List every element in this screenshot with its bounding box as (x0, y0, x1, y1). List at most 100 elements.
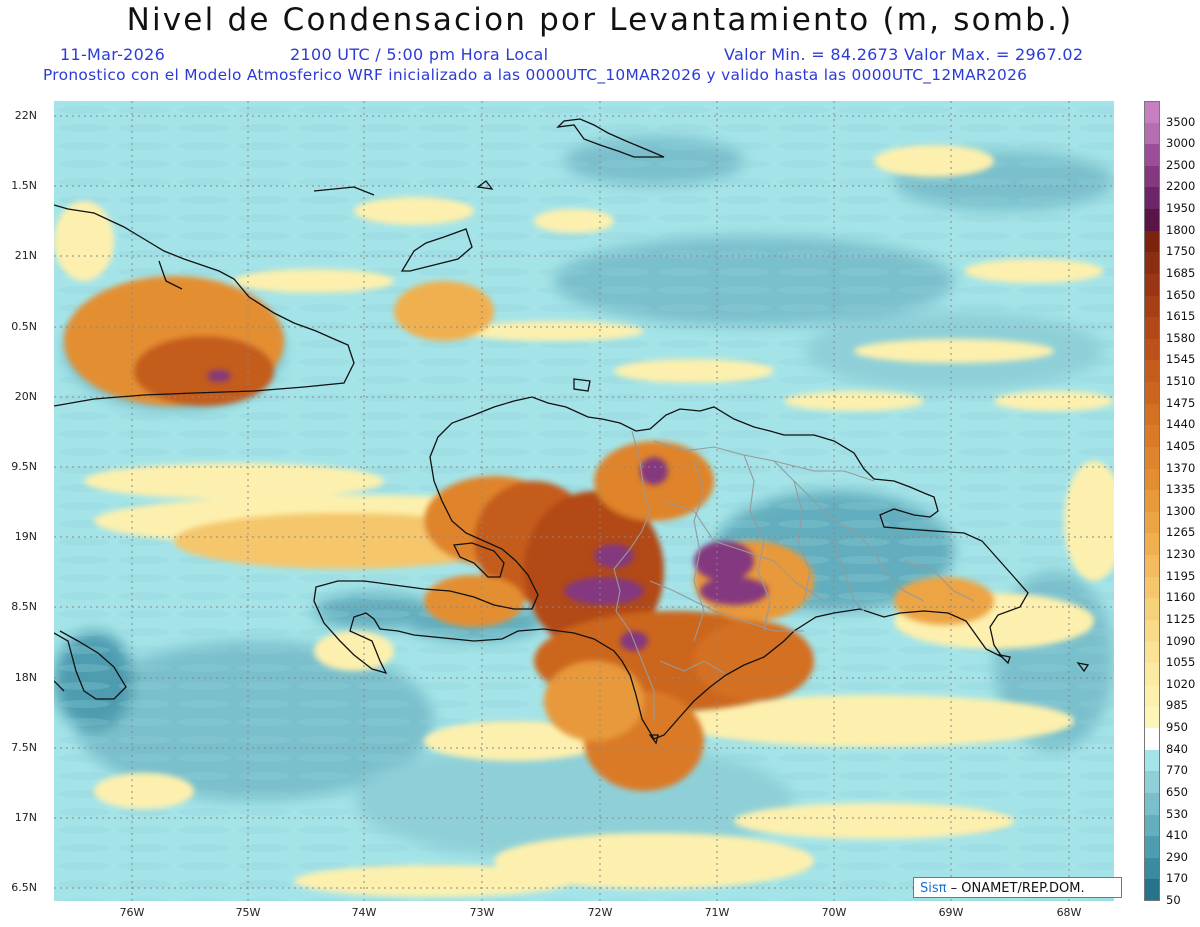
legend-label: 1405 (1166, 438, 1196, 453)
legend-label: 3000 (1166, 136, 1196, 151)
y-axis-label: 0.5N (11, 320, 37, 333)
legend-swatch (1144, 706, 1160, 729)
province-borders (613, 430, 975, 721)
legend-label: 50 (1166, 893, 1181, 907)
legend-label: 1475 (1166, 395, 1196, 410)
legend-swatch (1144, 792, 1160, 815)
legend-swatch (1144, 382, 1160, 405)
legend-swatch (1144, 490, 1160, 513)
legend-swatch (1144, 576, 1160, 599)
legend-label: 770 (1166, 763, 1188, 778)
legend-swatch (1144, 101, 1160, 124)
y-axis-label: 22N (14, 109, 37, 122)
legend-swatch (1144, 511, 1160, 534)
legend-swatch (1144, 598, 1160, 621)
y-axis-label: 7.5N (11, 741, 37, 754)
date-label: 11-Mar-2026 (60, 45, 166, 64)
legend-label: 1685 (1166, 265, 1196, 280)
legend-swatch (1144, 187, 1160, 210)
credit-box: Sisπ – ONAMET/REP.DOM. (913, 877, 1122, 898)
peak-lcl-shading (207, 370, 768, 651)
legend-label: 1055 (1166, 655, 1196, 670)
legend-label: 1615 (1166, 309, 1196, 324)
x-axis-label: 73W (469, 906, 495, 919)
legend-label: 1800 (1166, 222, 1196, 237)
legend-label: 1370 (1166, 460, 1196, 475)
legend-swatch (1144, 317, 1160, 340)
legend-swatch (1144, 641, 1160, 664)
legend-border (1144, 101, 1160, 901)
legend-swatch (1144, 446, 1160, 470)
legend-label: 1265 (1166, 525, 1196, 540)
y-axis-label: 6.5N (11, 881, 37, 894)
credit-text: – ONAMET/REP.DOM. (950, 881, 1085, 896)
legend-swatch (1144, 555, 1160, 578)
legend-swatch (1144, 533, 1160, 556)
legend-label: 1750 (1166, 244, 1196, 259)
legend-swatch (1144, 619, 1160, 643)
y-axis-label: 18N (14, 671, 37, 684)
y-axis-label: 21N (14, 249, 37, 262)
minmax-label: Valor Min. = 84.2673 Valor Max. = 2967.0… (724, 45, 1084, 64)
x-axis-label: 70W (821, 906, 847, 919)
legend-label: 1950 (1166, 201, 1196, 216)
legend-swatch (1144, 728, 1160, 751)
legend-label: 985 (1166, 698, 1188, 713)
legend-swatch (1144, 165, 1160, 188)
x-axis-label: 74W (351, 906, 377, 919)
legend-swatch (1144, 338, 1160, 361)
legend-swatch (1144, 252, 1160, 275)
legend-label: 170 (1166, 871, 1188, 886)
legend-swatch (1144, 230, 1160, 253)
legend-label: 2200 (1166, 179, 1196, 194)
legend-label: 290 (1166, 849, 1188, 864)
legend-swatch (1144, 360, 1160, 383)
legend-swatch (1144, 468, 1160, 491)
legend-swatch (1144, 403, 1160, 426)
legend-label: 3500 (1166, 114, 1196, 129)
legend-label: 950 (1166, 720, 1188, 735)
legend-label: 1020 (1166, 676, 1196, 691)
x-axis-label: 76W (119, 906, 145, 919)
legend-swatch (1144, 879, 1160, 902)
x-axis-label: 69W (938, 906, 964, 919)
legend-swatch (1144, 663, 1160, 686)
map-title: Nivel de Condensacion por Levantamiento … (126, 2, 1074, 38)
legend-swatch (1144, 836, 1160, 859)
legend-label: 2500 (1166, 157, 1196, 172)
y-axis-label: 19N (14, 530, 37, 543)
legend-swatch (1144, 857, 1160, 880)
legend-label: 1160 (1166, 590, 1196, 605)
legend-label: 1440 (1166, 417, 1196, 432)
coastlines (54, 118, 1090, 745)
lcl-map (54, 101, 1114, 901)
y-axis-label: 17N (14, 811, 37, 824)
legend-label: 1650 (1166, 287, 1196, 302)
legend-label: 1335 (1166, 482, 1196, 497)
mid-lcl-shading (54, 145, 1114, 897)
legend-swatch (1144, 771, 1160, 794)
legend-swatch (1144, 122, 1160, 145)
y-axis-label: 20N (14, 390, 37, 403)
color-legend (1144, 101, 1160, 902)
legend-label: 530 (1166, 806, 1188, 821)
legend-label: 1580 (1166, 330, 1196, 345)
legend-swatch (1144, 273, 1160, 297)
y-axis-label: 8.5N (11, 600, 37, 613)
x-axis-label: 68W (1056, 906, 1082, 919)
y-axis-label: 9.5N (11, 460, 37, 473)
legend-label: 1510 (1166, 374, 1196, 389)
legend-label: 840 (1166, 741, 1188, 756)
legend-label: 1300 (1166, 503, 1196, 518)
legend-label: 1545 (1166, 352, 1196, 367)
legend-label: 410 (1166, 828, 1188, 843)
legend-label: 1090 (1166, 633, 1196, 648)
legend-swatch (1144, 295, 1160, 318)
y-axis-label: 1.5N (11, 179, 37, 192)
model-info-label: Pronostico con el Modelo Atmosferico WRF… (43, 66, 1028, 84)
legend-swatch (1144, 209, 1160, 232)
legend-swatch (1144, 684, 1160, 707)
graticule (54, 101, 1114, 901)
legend-swatch (1144, 144, 1160, 167)
x-axis-label: 75W (235, 906, 261, 919)
